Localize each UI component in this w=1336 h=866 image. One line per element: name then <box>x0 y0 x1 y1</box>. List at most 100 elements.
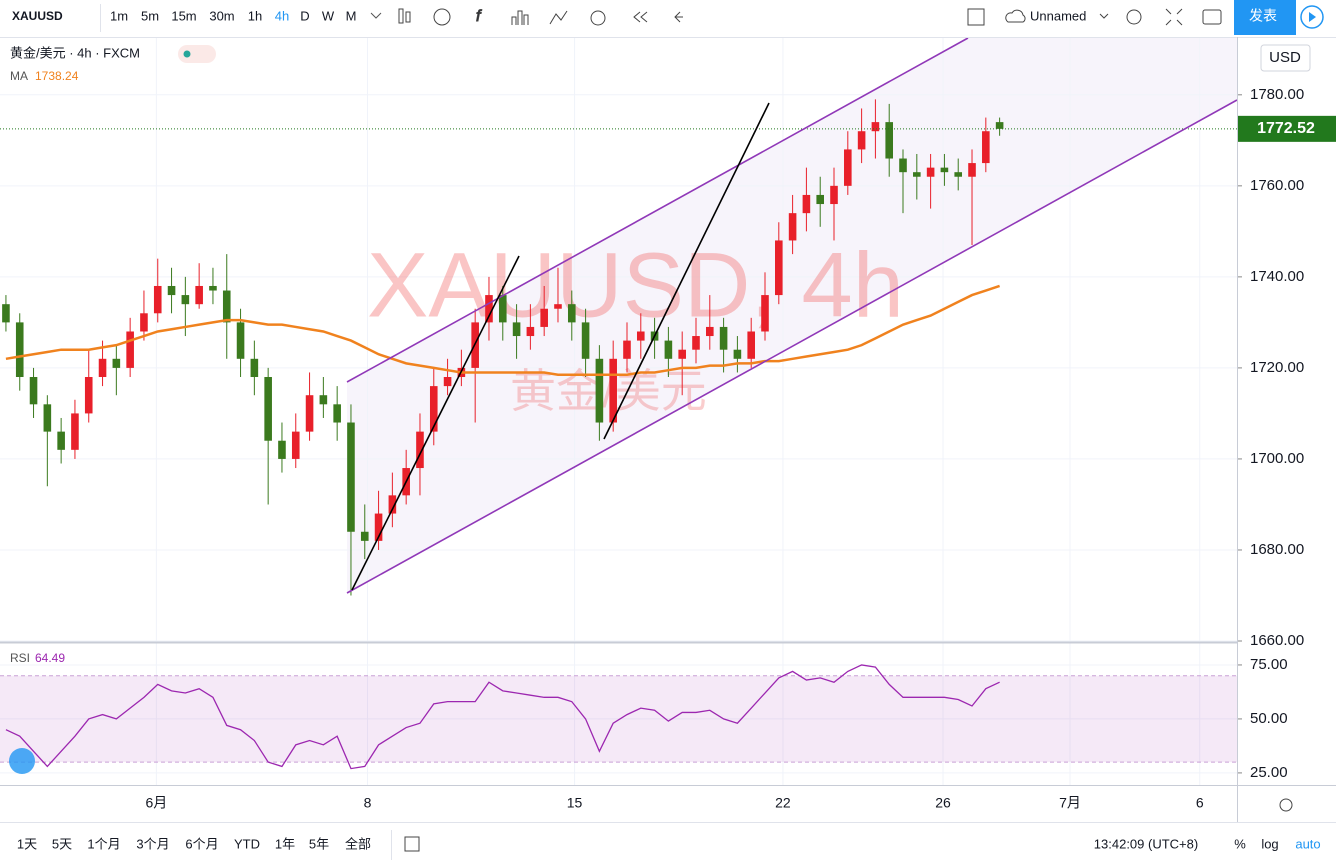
y-tick-label: 25.00 <box>1250 764 1288 781</box>
candle-body <box>222 290 231 323</box>
candle-body <box>982 131 990 164</box>
rsi-name: RSI <box>10 651 30 665</box>
layout-icon[interactable] <box>967 8 985 26</box>
symbol[interactable]: XAUUSD <box>12 9 63 23</box>
publish-button[interactable] <box>1234 0 1296 35</box>
range-button[interactable]: 1年 <box>275 836 295 851</box>
interval-button[interactable]: 4h <box>275 8 289 23</box>
candle-body <box>84 377 93 414</box>
candle-body <box>498 295 507 323</box>
candle-body <box>913 172 921 177</box>
snapshot-icon[interactable] <box>1202 9 1222 25</box>
candle-icon[interactable] <box>398 8 404 24</box>
y-tick-label: 1780.00 <box>1250 86 1304 103</box>
interval-button[interactable]: 30m <box>209 8 234 23</box>
channel-lower <box>346 99 1238 594</box>
x-tick-label: 26 <box>935 795 951 811</box>
candle-body <box>995 122 1004 129</box>
replay-icon[interactable] <box>633 11 648 23</box>
range-button[interactable]: 全部 <box>345 836 371 851</box>
fx-icon[interactable]: f <box>476 8 483 26</box>
interval-button[interactable]: 1h <box>248 8 262 23</box>
range-button[interactable]: 6个月 <box>185 836 218 851</box>
currency-box[interactable] <box>1260 44 1311 72</box>
bar-icon[interactable] <box>511 10 529 25</box>
candle-body <box>733 349 742 359</box>
candle-icon[interactable] <box>405 11 411 23</box>
interval-button[interactable]: 5m <box>141 8 159 23</box>
y-tick-label: 1700.00 <box>1250 450 1304 467</box>
x-tick-label: 7月 <box>1059 795 1081 811</box>
axis-settings-icon[interactable] <box>1279 798 1293 812</box>
candle-body <box>857 131 866 150</box>
candle-body <box>926 167 935 177</box>
candle-body <box>429 386 438 432</box>
candle-body <box>802 194 811 214</box>
logo <box>9 748 35 774</box>
date-range-icon[interactable] <box>404 836 420 852</box>
candle-body <box>623 340 631 359</box>
range-button[interactable]: 5年 <box>309 836 329 851</box>
candle-body <box>581 322 590 359</box>
range-button[interactable]: 1天 <box>17 836 37 851</box>
settings-icon[interactable] <box>1126 9 1142 25</box>
clock: 13:42:09 (UTC+8) <box>1094 836 1198 851</box>
undo-icon[interactable] <box>674 11 683 23</box>
candle-body <box>98 358 107 378</box>
dropdown-icon[interactable] <box>370 12 382 19</box>
status-dot <box>183 50 191 58</box>
interval-button[interactable]: W <box>322 8 335 23</box>
candle-body <box>236 322 245 359</box>
candle-body <box>388 495 397 514</box>
range-button[interactable]: YTD <box>234 836 260 851</box>
candle-body <box>719 326 728 350</box>
range-button[interactable]: 3个月 <box>136 836 169 851</box>
play-icon[interactable] <box>1309 12 1316 22</box>
auto-toggle[interactable]: auto <box>1295 836 1320 851</box>
y-tick-label: 50.00 <box>1250 710 1288 727</box>
alert-icon[interactable] <box>590 10 606 26</box>
candle-body <box>291 431 300 459</box>
layout-name[interactable]: Unnamed <box>1030 8 1086 23</box>
interval-button[interactable]: 1m <box>110 8 128 23</box>
y-tick-label: 1740.00 <box>1250 268 1304 285</box>
toolbar <box>0 0 1336 37</box>
candle-body <box>485 295 493 323</box>
last-price-label: 1772.52 <box>1257 120 1315 137</box>
candle-body <box>443 377 452 387</box>
candle-body <box>29 377 38 405</box>
trend-line <box>603 102 770 440</box>
candle-body <box>954 172 963 177</box>
add-indicator-icon[interactable] <box>433 8 451 26</box>
moving-average <box>5 284 1001 376</box>
compare-icon[interactable] <box>549 10 568 25</box>
candle-body <box>333 404 341 423</box>
log-toggle[interactable]: log <box>1261 836 1278 851</box>
candle-body <box>512 322 521 337</box>
cloud-icon[interactable] <box>1005 9 1026 23</box>
ma-value: 1738.24 <box>35 69 79 83</box>
publish-label[interactable]: 发表 <box>1249 8 1277 24</box>
candle-body <box>71 413 79 450</box>
play-icon[interactable] <box>1300 5 1324 29</box>
currency[interactable]: USD <box>1269 49 1301 66</box>
dropdown-icon[interactable] <box>1099 13 1109 19</box>
y-tick-label: 1680.00 <box>1250 541 1304 558</box>
candle-body <box>747 331 755 359</box>
range-button[interactable]: 1个月 <box>87 836 120 851</box>
legend-title: 黄金/美元 · 4h · FXCM <box>10 45 140 60</box>
candle-body <box>195 285 203 305</box>
interval-button[interactable]: M <box>346 8 357 23</box>
fullscreen-icon[interactable] <box>1165 8 1183 26</box>
range-button[interactable]: 5天 <box>52 836 72 851</box>
candle-body <box>140 313 148 332</box>
y-tick-label: 1720.00 <box>1250 359 1304 376</box>
interval-button[interactable]: 15m <box>171 8 196 23</box>
candle-body <box>968 163 976 177</box>
interval-group: 1m 5m 15m 30m 1h 4h D W M <box>110 8 356 23</box>
interval-button[interactable]: D <box>300 8 309 23</box>
percent-toggle[interactable]: % <box>1234 836 1246 851</box>
grid <box>0 37 1237 785</box>
candle-body <box>15 322 24 378</box>
